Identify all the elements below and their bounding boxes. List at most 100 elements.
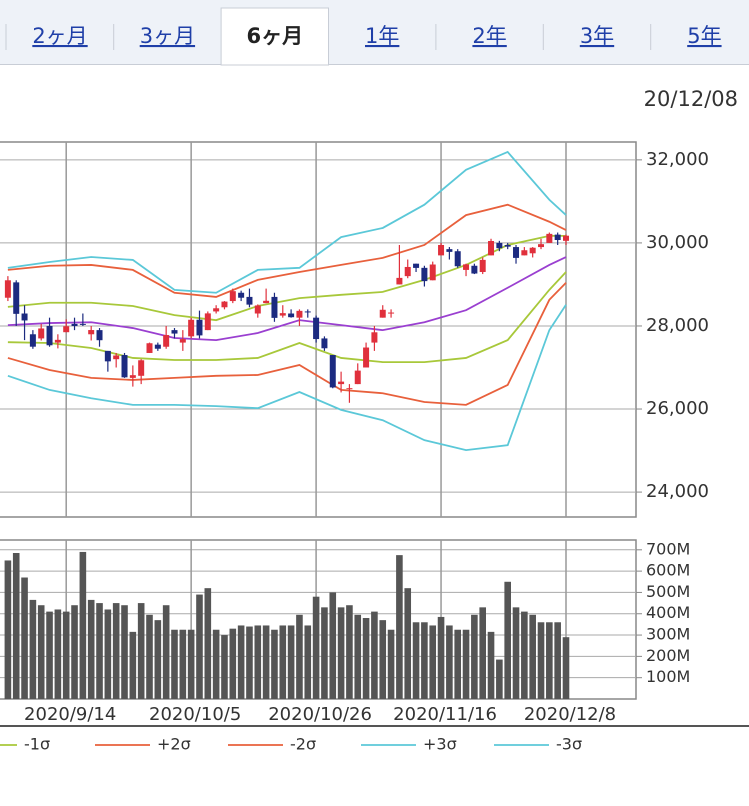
candle-body xyxy=(429,264,436,281)
volume-bar xyxy=(437,616,445,699)
date-label: 20/12/08 xyxy=(644,87,738,111)
volume-bar xyxy=(12,553,20,699)
volume-bar xyxy=(479,607,486,699)
volume-bar xyxy=(137,603,145,699)
candle-body xyxy=(254,305,261,314)
volume-bar xyxy=(554,622,561,699)
candle-body xyxy=(546,233,553,243)
x-tick-label: 2020/11/16 xyxy=(393,704,497,725)
candle-body xyxy=(454,251,461,267)
tab[interactable]: 2年 xyxy=(472,24,506,48)
tab[interactable]: 2ヶ月 xyxy=(32,24,87,48)
volume-bar xyxy=(71,605,78,699)
volume-bar xyxy=(46,611,53,699)
candle-body xyxy=(413,263,420,268)
volume-bar xyxy=(87,599,95,699)
tab[interactable]: 3年 xyxy=(580,24,614,48)
volume-bar xyxy=(271,629,278,699)
volume-bar xyxy=(104,609,112,699)
y-tick-label: 26,000 xyxy=(646,398,709,419)
legend-label: -1σ xyxy=(24,735,50,754)
volume-bar xyxy=(262,625,270,699)
candle-body xyxy=(471,265,478,274)
candle-body xyxy=(321,338,328,349)
y-tick-label: 500M xyxy=(646,582,690,601)
candle-body xyxy=(246,296,253,305)
volume-bar xyxy=(487,631,495,699)
tab[interactable]: 6ヶ月 xyxy=(246,24,303,48)
chart-area: 24,000 26,000 28,000 30,000 32,000 100M 200M 30… xyxy=(0,141,709,754)
volume-bar xyxy=(212,629,220,699)
candle-body xyxy=(463,264,470,270)
candle-body xyxy=(146,343,153,353)
volume-bar xyxy=(62,611,70,699)
volume-bar xyxy=(471,614,478,699)
y-tick-label: 24,000 xyxy=(646,481,709,502)
candle-body xyxy=(304,311,311,313)
volume-bar xyxy=(21,577,28,699)
candle-body xyxy=(313,317,320,340)
candle-body xyxy=(379,309,386,318)
candle-body xyxy=(21,313,28,321)
y-tick-label: 32,000 xyxy=(646,149,709,170)
volume-bar xyxy=(362,618,370,699)
volume-bar xyxy=(146,614,153,699)
candle-body xyxy=(38,328,45,339)
candle-body xyxy=(488,241,495,256)
tab[interactable]: 3ヶ月 xyxy=(140,24,195,48)
x-tick-label: 2020/10/26 xyxy=(268,704,372,725)
volume-bar xyxy=(254,625,262,699)
y-tick-label: 30,000 xyxy=(646,232,709,253)
volume-bar xyxy=(204,588,212,699)
x-tick-label: 2020/12/8 xyxy=(524,704,616,725)
candle-body xyxy=(371,332,378,343)
candle-body xyxy=(279,313,286,316)
candle-body xyxy=(54,339,61,343)
candle-body xyxy=(63,326,70,333)
tab-active-bg xyxy=(220,7,330,66)
volume-bar xyxy=(454,629,462,699)
y-tick-label: 100M xyxy=(646,667,690,686)
volume-bar xyxy=(312,596,320,699)
candle-body xyxy=(188,319,195,337)
band-line xyxy=(7,271,567,363)
candle-body xyxy=(554,234,561,241)
candle-body xyxy=(563,235,569,241)
candle-body xyxy=(263,300,270,304)
y-tick-label: 200M xyxy=(646,646,690,665)
volume-bar xyxy=(537,622,545,699)
volume-bar xyxy=(279,625,287,699)
volume-bar xyxy=(4,560,12,699)
tab[interactable]: 5年 xyxy=(687,24,721,48)
candle-body xyxy=(4,280,11,298)
candle-body xyxy=(538,244,545,248)
volume-bar xyxy=(112,603,120,699)
candle-body xyxy=(196,319,203,336)
plot-frame xyxy=(0,141,637,518)
tab[interactable]: 1年 xyxy=(365,24,399,48)
candle-body xyxy=(138,360,145,376)
volume-bar xyxy=(546,622,553,699)
volume-bar xyxy=(129,631,137,699)
candle-body xyxy=(363,347,370,368)
volume-bar xyxy=(304,625,312,699)
candle-body xyxy=(229,291,236,302)
volume-bar xyxy=(329,592,337,699)
candle-body xyxy=(529,247,536,254)
tabs: 2ヶ月 3ヶ月 6ヶ月 1年 2年 3年 5年 xyxy=(5,7,722,66)
candle-body xyxy=(104,350,111,362)
volume-bar xyxy=(246,626,253,699)
candle-body xyxy=(496,242,503,249)
volume-bar xyxy=(379,620,387,699)
candle-body xyxy=(29,334,36,347)
band-line xyxy=(7,282,567,406)
band-line xyxy=(7,203,567,298)
volume-bar xyxy=(529,614,536,699)
candle-body xyxy=(446,249,453,252)
volume-bar xyxy=(346,605,353,699)
candle-body xyxy=(121,355,128,378)
candle-body xyxy=(213,308,220,312)
legend-label: -2σ xyxy=(290,735,316,754)
volume-bar xyxy=(462,629,470,699)
